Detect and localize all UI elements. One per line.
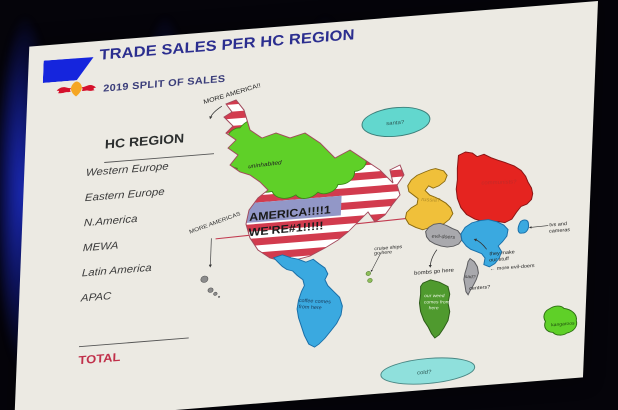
svg-text:russia?: russia? [421,197,441,204]
svg-text:bombs go here: bombs go here [414,268,454,277]
svg-text:go here: go here [374,250,392,257]
svg-text:sad?: sad? [464,274,476,280]
svg-text:cold?: cold? [417,370,432,377]
svg-text:centers?: centers? [469,285,490,292]
svg-text:here: here [428,306,439,312]
svg-text:communists?: communists? [481,180,517,187]
svg-text:our stuff: our stuff [489,256,510,263]
svg-text:cameras: cameras [549,227,571,234]
svg-text:our weed: our weed [424,293,446,299]
svg-text:MORE AMERICAS: MORE AMERICAS [189,212,242,236]
svg-text:from here: from here [298,304,322,311]
svg-text:comes from: comes from [424,300,451,306]
svg-text:← more evil-doers: ← more evil-doers [490,263,535,272]
svg-text:evil-doers: evil-doers [431,234,456,241]
